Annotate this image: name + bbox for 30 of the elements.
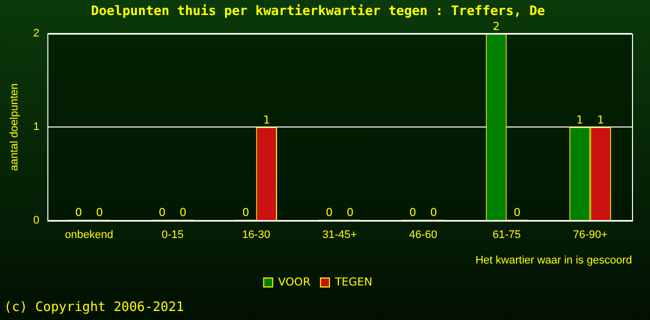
text: (c) Copyright 2006-2021 <box>4 300 184 315</box>
x-tick-label: 76-90+ <box>572 229 608 242</box>
y-tick-label: 2 <box>33 28 40 40</box>
y-axis-title: aantal doelpunten <box>8 83 21 171</box>
x-tick-label: onbekend <box>64 229 114 242</box>
data-label: 0 <box>242 206 250 219</box>
chart-title: Doelpunten thuis per kwartierkwartier tegen : Treffers, De <box>91 4 546 20</box>
data-label: 1 <box>597 113 604 126</box>
x-axis-title: Het kwartier waar in is gescoord <box>475 254 632 266</box>
x-tick-label: 31-45+ <box>322 229 357 242</box>
x-tick-label: 61-75 <box>492 229 521 242</box>
x-tick-label: 46-60 <box>409 229 438 242</box>
data-label: 0 <box>430 206 438 219</box>
data-label: 0 <box>180 206 187 219</box>
data-label: 0 <box>158 206 166 219</box>
data-label: 0 <box>346 206 354 219</box>
legend-label: TEGEN <box>334 275 372 288</box>
y-tick-label: 0 <box>33 214 40 227</box>
data-label: 0 <box>75 206 82 219</box>
legend-label: VOOR <box>278 275 311 288</box>
data-label: 1 <box>263 113 270 126</box>
data-label: 0 <box>514 206 521 219</box>
y-tick-label: 1 <box>33 121 40 134</box>
data-label: 0 <box>96 206 104 219</box>
x-tick-label: 16-30 <box>242 229 270 242</box>
x-tick-label: 0-15 <box>162 229 184 242</box>
data-label: 0 <box>409 206 416 219</box>
data-label: 1 <box>576 113 584 126</box>
data-label: 0 <box>326 206 333 219</box>
data-label: 2 <box>492 20 500 33</box>
